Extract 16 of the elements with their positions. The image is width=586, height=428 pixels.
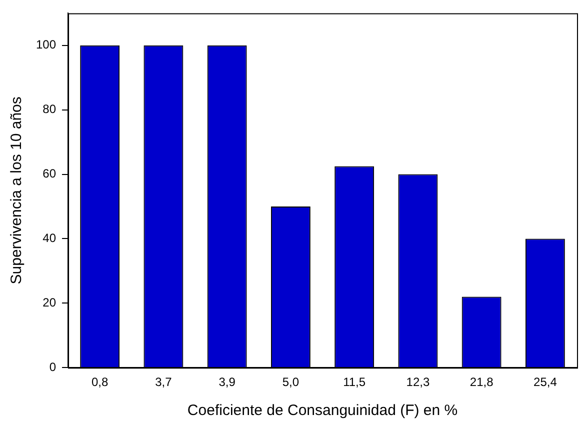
x-tick-label: 5,0 (282, 375, 300, 390)
y-tick-label: 60 (42, 166, 56, 181)
x-tick-label: 0,8 (91, 375, 108, 390)
x-axis-title: Coeficiente de Consanguinidad (F) en % (187, 402, 458, 420)
y-tick-label: 80 (42, 102, 56, 116)
x-tick-label: 25,4 (534, 375, 558, 390)
x-tick-label: 12,3 (406, 375, 430, 390)
x-tick-label: 11,5 (343, 375, 366, 390)
y-tick-label: 100 (36, 38, 56, 52)
y-tick-label: 0 (49, 360, 56, 374)
x-tick-label: 3,9 (218, 375, 236, 390)
y-tick-label: 40 (42, 231, 56, 246)
x-tick-label: 21,8 (470, 375, 494, 390)
x-tick-label: 3,7 (155, 375, 172, 390)
y-tick-label: 20 (42, 295, 56, 310)
y-axis-title: Supervivencia a los 10 años (8, 96, 26, 284)
